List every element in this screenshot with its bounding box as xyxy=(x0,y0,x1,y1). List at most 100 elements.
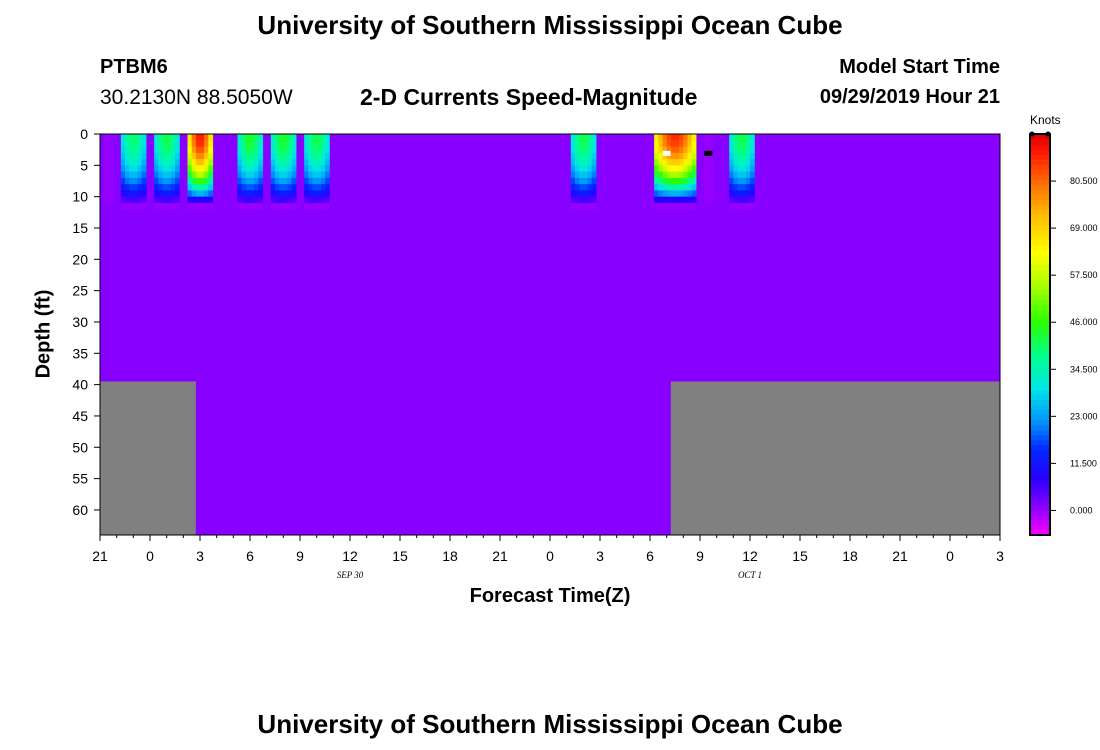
colorbar-endpoint xyxy=(1029,131,1035,137)
y-tick-label: 5 xyxy=(80,157,88,173)
colorbar-segment xyxy=(1030,519,1050,526)
heatmap-cell xyxy=(162,190,168,198)
heatmap-cell xyxy=(320,184,326,191)
masked-region xyxy=(100,381,196,535)
heatmap-cell xyxy=(175,171,180,179)
heatmap-cell xyxy=(575,140,580,148)
heatmap-cell xyxy=(104,177,109,185)
x-tick-label: 12 xyxy=(342,548,358,564)
heatmap-cell xyxy=(187,177,193,185)
heatmap-cell xyxy=(275,146,280,154)
heatmap-cell xyxy=(204,152,209,160)
heatmap-cell xyxy=(745,134,751,141)
heatmap-cell xyxy=(137,134,143,141)
heatmap-cell xyxy=(279,152,284,160)
heatmap-cell xyxy=(687,202,693,210)
x-date-label: OCT 1 xyxy=(738,570,762,580)
heatmap-cell xyxy=(579,202,584,210)
heatmap-cell xyxy=(166,165,172,173)
heatmap-cell xyxy=(325,152,330,160)
heatmap-cell xyxy=(170,196,176,204)
heatmap-cell xyxy=(200,196,205,204)
heatmap-cell xyxy=(304,196,309,204)
heatmap-cell xyxy=(104,171,109,179)
heatmap-cell xyxy=(245,190,251,198)
footer-title: University of Southern Mississippi Ocean… xyxy=(257,709,843,739)
heatmap-cell xyxy=(245,146,251,154)
heatmap-cell xyxy=(741,190,747,198)
heatmap-cell xyxy=(304,190,309,198)
heatmap-cell xyxy=(158,165,164,173)
heatmap-cell xyxy=(279,202,284,210)
heatmap-cell xyxy=(237,184,243,191)
heatmap-cell xyxy=(287,134,293,141)
heatmap-cell xyxy=(208,165,214,173)
heatmap-cell xyxy=(166,184,172,191)
colorbar-tick-label: 69.000 xyxy=(1070,223,1098,233)
heatmap-cell xyxy=(208,177,214,185)
heatmap-cell xyxy=(237,177,243,185)
heatmap-cell xyxy=(187,159,193,166)
heatmap-cell xyxy=(325,202,330,210)
heatmap-cell xyxy=(579,146,584,154)
colorbar-segment xyxy=(1030,394,1050,401)
heatmap-cell xyxy=(283,190,289,198)
heatmap-cell xyxy=(275,152,280,160)
heatmap-cell xyxy=(258,190,264,198)
heatmap-cell xyxy=(750,159,755,166)
heatmap-cell xyxy=(195,171,201,179)
heatmap-cell xyxy=(679,140,684,148)
heatmap-cell xyxy=(195,159,201,166)
heatmap-cell xyxy=(666,177,672,185)
heatmap-cell xyxy=(133,165,139,173)
heatmap-cell xyxy=(729,159,734,166)
masked-region xyxy=(670,381,1000,535)
heatmap-cell xyxy=(687,159,693,166)
heatmap-cell xyxy=(175,177,180,185)
colorbar-segment xyxy=(1030,264,1050,270)
colorbar-segment xyxy=(1030,274,1050,280)
heatmap-cell xyxy=(154,177,159,185)
heatmap-cell xyxy=(170,152,176,160)
heatmap-cell xyxy=(308,159,314,166)
heatmap-cell xyxy=(275,202,280,210)
heatmap-cell xyxy=(195,152,201,160)
heatmap-cell xyxy=(291,134,297,141)
heatmap-cell xyxy=(283,202,289,210)
heatmap-cell xyxy=(254,190,259,198)
heatmap-cell xyxy=(579,159,584,166)
heatmap-cell xyxy=(133,140,139,148)
heatmap-cell xyxy=(745,171,751,179)
heatmap-cell xyxy=(591,171,597,179)
x-tick-label: 9 xyxy=(696,548,704,564)
heatmap-cell xyxy=(575,146,580,154)
colorbar-segment xyxy=(1030,324,1050,331)
heatmap-cell xyxy=(195,177,201,185)
heatmap-cell xyxy=(666,171,672,179)
heatmap-cell xyxy=(120,159,126,166)
heatmap-cell xyxy=(187,171,193,179)
heatmap-cell xyxy=(733,152,739,160)
heatmap-cell xyxy=(158,134,164,141)
point-marks xyxy=(662,150,713,156)
heatmap-cell xyxy=(691,184,697,191)
heatmap-cell xyxy=(741,177,747,185)
colorbar-segment xyxy=(1030,244,1050,250)
heatmap-cell xyxy=(283,159,289,166)
heatmap-cell xyxy=(204,134,209,141)
heatmap-cell xyxy=(245,140,251,148)
heatmap-cell xyxy=(125,152,130,160)
heatmap-cell xyxy=(591,134,597,141)
heatmap-cell xyxy=(679,171,684,179)
heatmap-cell xyxy=(704,184,709,191)
heatmap-cell xyxy=(745,159,751,166)
heatmap-cell xyxy=(658,146,664,154)
heatmap-cell xyxy=(745,177,751,185)
heatmap-cell xyxy=(258,165,264,173)
heatmap-cell xyxy=(175,190,180,198)
colorbar-segment xyxy=(1030,409,1050,416)
heatmap-cell xyxy=(312,184,318,191)
heatmap-cell xyxy=(166,177,172,185)
colorbar-segment xyxy=(1030,144,1050,150)
heatmap-cell xyxy=(245,165,251,173)
